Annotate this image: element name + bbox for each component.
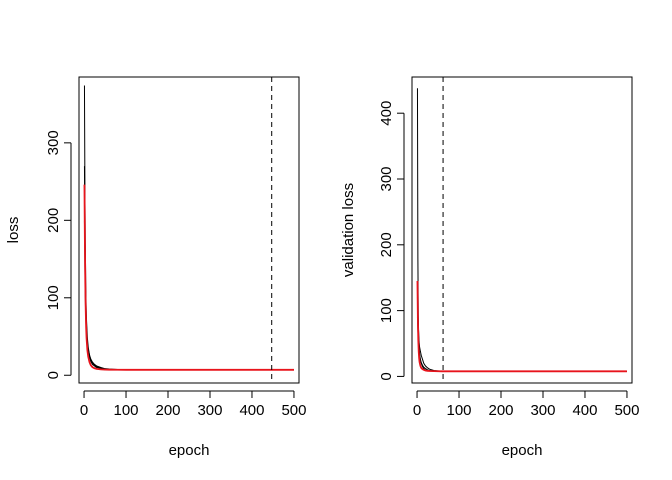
x-tick-label: 100 [447, 402, 472, 419]
series-line-4 [83, 184, 294, 371]
series-line-1 [416, 88, 627, 372]
series-line-2 [416, 297, 627, 372]
y-tick-label: 0 [45, 371, 62, 379]
series-line-4 [416, 280, 627, 373]
series-group [83, 85, 294, 371]
series-line-3 [83, 220, 294, 371]
x-tick-label: 500 [281, 402, 306, 419]
x-tick-label: 300 [530, 402, 555, 419]
y-tick-label: 100 [378, 298, 395, 323]
y-tick-label: 300 [378, 166, 395, 191]
y-axis-title: loss [5, 217, 22, 244]
series-line-1 [83, 85, 294, 371]
x-axis-title: epoch [169, 442, 210, 459]
y-tick-label: 200 [45, 208, 62, 233]
x-tick-label: 500 [614, 402, 639, 419]
y-tick-label: 300 [45, 130, 62, 155]
series-group [416, 88, 627, 373]
y-axis-title: validation loss [340, 183, 357, 277]
series-line-3 [416, 317, 627, 372]
x-tick-label: 300 [197, 402, 222, 419]
plot-frame [411, 76, 633, 384]
series-line-2 [83, 166, 294, 371]
x-tick-label: 0 [80, 402, 88, 419]
x-tick-label: 0 [413, 402, 421, 419]
plot-frame [78, 76, 300, 384]
loss-panel: 0 100 200 300 400 500 0 100 200 300 epoch loss [5, 76, 306, 459]
x-tick-label: 200 [155, 402, 180, 419]
y-tick-label: 0 [378, 372, 395, 380]
y-tick-label: 100 [45, 285, 62, 310]
y-tick-label: 400 [378, 101, 395, 126]
x-tick-label: 200 [488, 402, 513, 419]
x-tick-label: 100 [114, 402, 139, 419]
x-tick-label: 400 [239, 402, 264, 419]
validation-loss-panel: 0 100 200 300 400 500 0 100 200 300 400 epoch valida… [340, 76, 639, 459]
x-tick-label: 400 [572, 402, 597, 419]
x-axis-title: epoch [502, 442, 543, 459]
y-tick-label: 200 [378, 232, 395, 257]
